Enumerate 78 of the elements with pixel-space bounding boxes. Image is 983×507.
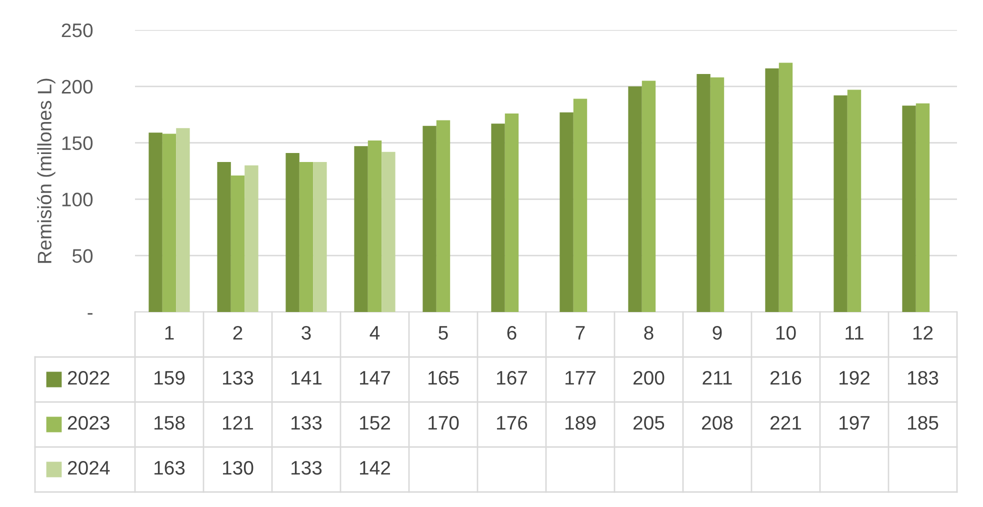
bar	[778, 62, 793, 312]
bar	[916, 103, 930, 312]
bar	[628, 86, 642, 312]
data-label: 183	[908, 370, 938, 385]
bar	[436, 120, 450, 312]
bar	[765, 68, 779, 312]
bar	[148, 132, 162, 312]
bar	[368, 140, 382, 312]
data-label: 158	[154, 416, 185, 430]
data-label: 147	[360, 371, 390, 385]
data-label: 216	[770, 370, 802, 385]
data-label: 211	[702, 370, 732, 385]
bar	[217, 162, 231, 312]
bar	[382, 152, 396, 312]
bar	[230, 176, 245, 312]
data-label: 163	[154, 460, 185, 475]
data-label: 200	[634, 370, 664, 385]
data-label: 130	[223, 460, 254, 475]
data-label: 197	[840, 416, 870, 430]
bar	[299, 162, 314, 312]
data-label: 208	[702, 416, 733, 430]
bar	[162, 134, 176, 312]
x-tick-label: 3	[302, 326, 311, 340]
bar	[491, 124, 505, 312]
bar	[642, 80, 656, 312]
bar	[286, 152, 300, 312]
data-label: 159	[154, 370, 185, 385]
bar	[696, 74, 710, 312]
bar	[244, 165, 258, 312]
y-tick-label: 100	[62, 192, 93, 206]
bar	[902, 106, 916, 312]
x-tick-label: 7	[576, 326, 585, 340]
x-tick-label: 8	[644, 326, 654, 340]
x-tick-label: 6	[507, 326, 516, 340]
x-tick-label: 4	[370, 326, 380, 340]
x-tick-label: 1	[165, 326, 174, 340]
data-label: 167	[497, 370, 527, 385]
x-tick-label: 12	[913, 326, 933, 340]
bar	[560, 112, 574, 312]
bar	[847, 90, 862, 312]
bar	[313, 162, 327, 312]
data-label: 141	[292, 371, 322, 385]
data-label: 133	[292, 460, 322, 475]
data-label: 205	[634, 416, 664, 430]
y-tick-label: 250	[62, 23, 93, 38]
data-label: 221	[770, 416, 802, 430]
data-label: 177	[566, 371, 596, 385]
data-label: 142	[360, 460, 390, 475]
bar	[834, 95, 848, 312]
data-label: 121	[223, 416, 254, 430]
bar	[176, 128, 190, 312]
y-tick-label: 150	[62, 136, 93, 150]
bar	[504, 113, 519, 312]
y-axis-title: Remisión (millones L)	[36, 78, 56, 263]
x-tick-label: 11	[846, 326, 864, 340]
data-label: 192	[840, 370, 870, 385]
legend-label: 2023	[68, 416, 110, 430]
data-label: 165	[428, 370, 459, 385]
x-tick-label: 2	[233, 326, 242, 340]
legend-label: 2022	[68, 370, 110, 385]
data-label: 185	[908, 416, 938, 430]
y-tick-label: 50	[72, 249, 93, 263]
legend-label: 2024	[68, 460, 110, 475]
bar	[710, 77, 724, 312]
bar	[422, 126, 436, 312]
data-label: 133	[223, 370, 254, 385]
data-label: 189	[566, 416, 596, 430]
data-label: 152	[360, 416, 390, 430]
bar	[573, 98, 588, 312]
x-tick-label: 10	[776, 326, 796, 340]
x-tick-label: 5	[438, 326, 448, 340]
x-tick-label: 9	[712, 326, 722, 340]
y-tick-label: -	[88, 313, 92, 315]
data-label: 176	[497, 416, 528, 430]
data-label: 170	[428, 416, 459, 430]
bar	[354, 146, 368, 312]
y-tick-label: 200	[62, 80, 93, 94]
data-label: 133	[292, 416, 322, 430]
